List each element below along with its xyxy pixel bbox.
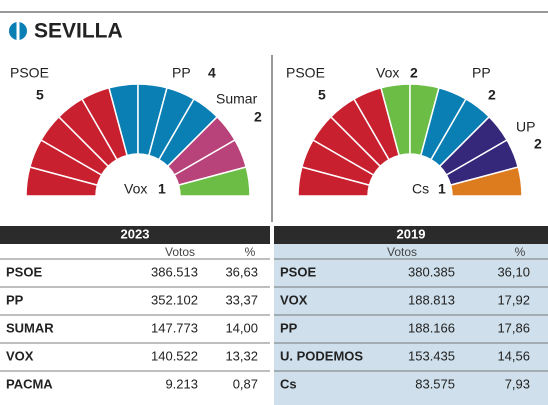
column-header: % [245,245,256,259]
party-name: PSOE [6,264,42,279]
party-name: PSOE [280,264,316,279]
seat-count: 4 [208,65,216,81]
party-name: SUMAR [6,320,54,335]
percent: 14,56 [497,348,530,363]
table-bg [274,244,548,405]
party-label: PP [172,65,191,81]
seat-count: 2 [534,136,542,152]
votes: 140.522 [151,348,198,363]
seat-count: 2 [254,109,262,125]
table-header [0,226,270,244]
percent: 36,63 [225,264,258,279]
column-header: Votos [387,245,417,259]
seat-count: 2 [410,65,418,81]
votes: 386.513 [151,264,198,279]
seat [449,166,523,197]
votes: 9.213 [165,376,198,391]
percent: 0,87 [233,376,258,391]
votes: 153.435 [408,348,455,363]
percent: 14,00 [225,320,258,335]
party-label: UP [516,119,535,135]
party-label: Vox [124,181,147,197]
percent: 33,37 [225,292,258,307]
party-label: Cs [412,181,429,197]
votes: 188.166 [408,320,455,335]
table-year: 2023 [121,226,150,241]
seat-count: 2 [488,87,496,103]
percent: 17,86 [497,320,530,335]
party-name: PP [6,292,24,307]
table-header [274,226,548,244]
votes: 147.773 [151,320,198,335]
party-name: PP [280,320,298,335]
table-year: 2019 [397,226,426,241]
percent: 17,92 [497,292,530,307]
party-label: Vox [376,65,399,81]
column-header: Votos [165,245,195,259]
party-label: PP [472,65,491,81]
logo-bar [16,21,20,41]
votes: 188.813 [408,292,455,307]
party-label: PSOE [286,65,325,81]
votes: 380.385 [408,264,455,279]
votes: 352.102 [151,292,198,307]
votes: 83.575 [415,376,455,391]
seat-count: 5 [36,87,44,103]
party-name: VOX [6,348,34,363]
party-name: Cs [280,376,297,391]
percent: 7,93 [505,376,530,391]
party-name: U. PODEMOS [280,348,363,363]
party-label: Sumar [216,91,258,107]
seat-count: 1 [438,181,446,197]
party-name: VOX [280,292,308,307]
title: SEVILLA [34,20,123,43]
percent: 13,32 [225,348,258,363]
seat [177,166,251,197]
seat-count: 1 [158,181,166,197]
percent: 36,10 [497,264,530,279]
party-label: PSOE [10,65,49,81]
column-header: % [515,245,526,259]
seat-count: 5 [318,87,326,103]
party-name: PACMA [6,376,53,391]
